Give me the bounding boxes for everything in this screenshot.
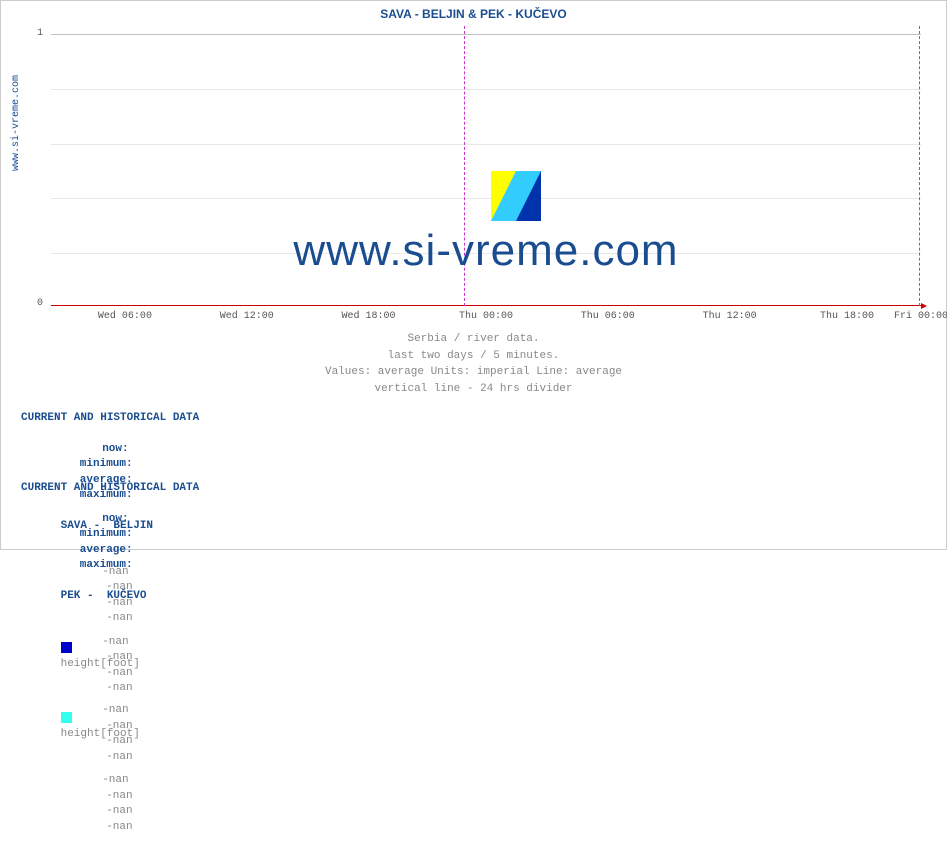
- gridline-minor: [51, 144, 921, 145]
- table-row: -nan -nan -nan -nan: [21, 758, 199, 850]
- cell: -nan: [61, 681, 133, 696]
- cell: -nan: [61, 773, 129, 788]
- y-tick: 0: [13, 298, 43, 309]
- caption-line: vertical line - 24 hrs divider: [1, 381, 946, 398]
- x-tick: Wed 06:00: [98, 311, 152, 322]
- cell: -nan: [61, 666, 133, 681]
- y-axis-label: www.si-vreme.com: [11, 75, 22, 171]
- cell: -nan: [61, 635, 129, 650]
- col-avg: average:: [61, 543, 133, 558]
- x-axis-arrow-icon: [921, 303, 927, 309]
- x-axis: [51, 305, 921, 306]
- y-tick: 1: [13, 28, 43, 39]
- chart-container: www.si-vreme.com SAVA - BELJIN & PEK - K…: [0, 0, 947, 550]
- gridline-minor: [51, 89, 921, 90]
- caption-line: last two days / 5 minutes.: [1, 348, 946, 365]
- caption-line: Values: average Units: imperial Line: av…: [1, 364, 946, 381]
- gridline-major: [51, 34, 921, 35]
- col-now: now:: [61, 512, 129, 527]
- column-headers: now: minimum: average: maximum: PEK - KU…: [21, 496, 199, 619]
- col-max: maximum:: [61, 558, 133, 573]
- gridline-minor: [51, 198, 921, 199]
- metric-label: height[foot]: [61, 727, 140, 742]
- logo-icon: [491, 171, 541, 221]
- swatch-icon: [61, 712, 72, 723]
- data-section-2: CURRENT AND HISTORICAL DATA now: minimum…: [21, 481, 199, 850]
- x-tick: Wed 18:00: [342, 311, 396, 322]
- x-tick: Thu 18:00: [820, 311, 874, 322]
- cell: -nan: [61, 820, 133, 835]
- col-min: minimum:: [61, 527, 133, 542]
- series-name: PEK - KUČEVO: [61, 590, 147, 602]
- col-now: now:: [61, 442, 129, 457]
- x-tick: Thu 12:00: [703, 311, 757, 322]
- table-row: -nan -nan -nan -nan height[foot]: [21, 620, 199, 759]
- x-tick: Fri 00:00: [894, 311, 947, 322]
- section-header: CURRENT AND HISTORICAL DATA: [21, 411, 199, 426]
- caption: Serbia / river data. last two days / 5 m…: [1, 331, 946, 397]
- x-tick: Wed 12:00: [220, 311, 274, 322]
- plot-area: 0 1 Wed 06:00 Wed 12:00 Wed 18:00 Thu 00…: [51, 26, 921, 306]
- x-tick: Thu 06:00: [581, 311, 635, 322]
- cell: -nan: [61, 789, 133, 804]
- watermark-text: www.si-vreme.com: [51, 226, 921, 276]
- cell: -nan: [61, 804, 133, 819]
- chart-title: SAVA - BELJIN & PEK - KUČEVO: [1, 7, 946, 21]
- caption-line: Serbia / river data.: [1, 331, 946, 348]
- cell: -nan: [61, 650, 133, 665]
- x-tick: Thu 00:00: [459, 311, 513, 322]
- section-header: CURRENT AND HISTORICAL DATA: [21, 481, 199, 496]
- col-min: minimum:: [61, 457, 133, 472]
